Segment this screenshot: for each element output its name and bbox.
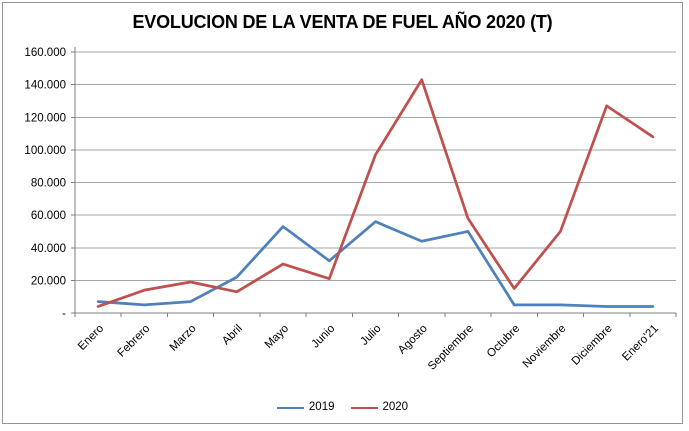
legend-swatch-2020 xyxy=(350,407,378,409)
legend-item-2019[interactable]: 2019 xyxy=(276,401,335,414)
y-tick-label: 60.000 xyxy=(31,210,66,222)
legend-label: 2019 xyxy=(308,401,335,414)
x-tick-label: Abril xyxy=(220,323,245,348)
y-tick-label: 100.000 xyxy=(24,145,66,157)
y-tick-label: 40.000 xyxy=(31,243,66,255)
x-tick-label: Febrero xyxy=(115,323,152,360)
x-tick-label: Julio xyxy=(358,323,383,348)
x-tick-label: Junio xyxy=(309,323,337,351)
y-tick-label: 160.000 xyxy=(24,47,66,59)
series-line-2020[interactable] xyxy=(96,78,655,308)
series-line-2019[interactable] xyxy=(96,220,655,308)
chart-title: EVOLUCION DE LA VENTA DE FUEL AÑO 2020 (… xyxy=(132,12,553,32)
legend-swatch-2019 xyxy=(276,407,304,409)
y-tick-label: 20.000 xyxy=(31,275,66,287)
legend-item-2020[interactable]: 2020 xyxy=(350,401,409,414)
x-tick-label: Noviembre xyxy=(521,323,569,371)
x-tick-label: Mayo xyxy=(263,323,291,351)
legend: 2019 2020 xyxy=(0,399,685,417)
x-tick-label: Septiembre xyxy=(426,323,476,373)
y-tick-label: - xyxy=(62,308,66,320)
x-tick-label: Marzo xyxy=(168,323,199,354)
x-tick-label: Agosto xyxy=(396,323,430,357)
y-tick-label: 80.000 xyxy=(31,178,66,190)
x-tick-label: Enero xyxy=(76,323,106,353)
x-tick-label: Diciembre xyxy=(570,323,615,368)
y-tick-label: 140.000 xyxy=(24,80,66,92)
y-tick-label: 120.000 xyxy=(24,112,66,124)
x-tick-label: Enero'21 xyxy=(620,323,661,364)
legend-label: 2020 xyxy=(382,401,409,414)
x-tick-label: Octubre xyxy=(485,323,522,360)
